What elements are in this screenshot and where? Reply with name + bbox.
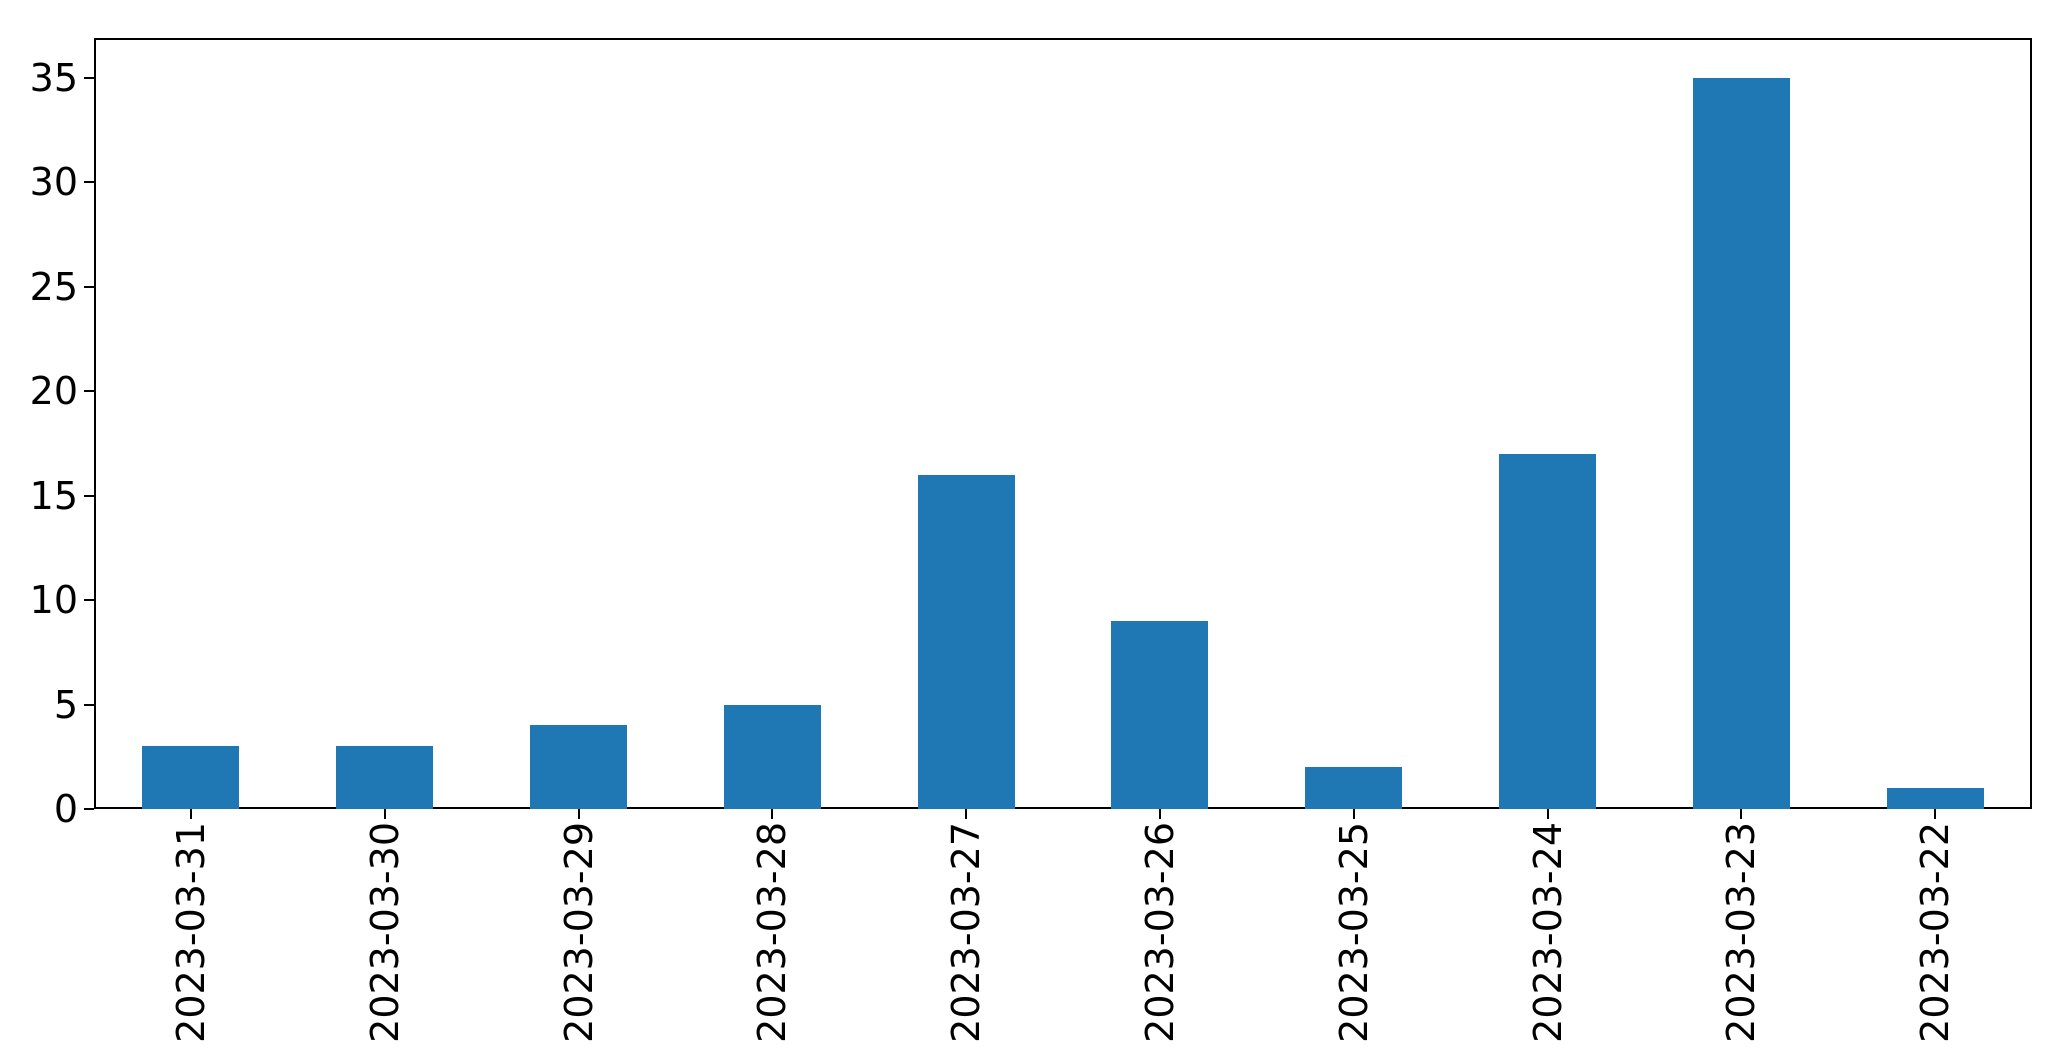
y-tick-mark: [84, 181, 94, 184]
x-tick-label: 2023-03-31: [168, 822, 213, 1043]
y-tick-label: 20: [29, 369, 78, 414]
y-tick-mark: [84, 703, 94, 706]
y-tick-label: 25: [29, 264, 78, 309]
x-tick-label: 2023-03-22: [1913, 822, 1958, 1043]
x-tick-mark: [189, 809, 192, 819]
x-tick-mark: [1934, 809, 1937, 819]
x-tick-label: 2023-03-26: [1137, 822, 1182, 1043]
x-tick-label: 2023-03-25: [1331, 822, 1376, 1043]
x-tick-mark: [577, 809, 580, 819]
x-tick-mark: [771, 809, 774, 819]
x-tick-label: 2023-03-30: [362, 822, 407, 1043]
x-tick-mark: [965, 809, 968, 819]
x-tick-mark: [1546, 809, 1549, 819]
y-tick-label: 15: [29, 473, 78, 518]
bar-2023-03-28: [723, 704, 821, 809]
bar-2023-03-26: [1111, 620, 1209, 809]
y-tick-mark: [84, 494, 94, 497]
bar-2023-03-22: [1886, 788, 1984, 809]
x-tick-label: 2023-03-28: [750, 822, 795, 1043]
x-tick-mark: [1740, 809, 1743, 819]
bar-2023-03-25: [1305, 767, 1403, 809]
y-tick-mark: [84, 390, 94, 393]
x-tick-mark: [383, 809, 386, 819]
bar-2023-03-31: [142, 746, 240, 809]
x-tick-label: 2023-03-29: [556, 822, 601, 1043]
y-tick-label: 10: [29, 578, 78, 623]
y-tick-label: 35: [29, 55, 78, 100]
bar-2023-03-30: [336, 746, 434, 809]
y-tick-mark: [84, 285, 94, 288]
x-tick-mark: [1352, 809, 1355, 819]
y-tick-label: 30: [29, 160, 78, 205]
y-tick-mark: [84, 808, 94, 810]
y-tick-mark: [84, 599, 94, 602]
x-tick-label: 2023-03-23: [1719, 822, 1764, 1043]
x-tick-mark: [1158, 809, 1161, 819]
bar-2023-03-27: [917, 474, 1015, 809]
bar-2023-03-23: [1692, 77, 1790, 809]
y-tick-label: 0: [53, 787, 78, 831]
x-tick-label: 2023-03-27: [944, 822, 989, 1043]
x-tick-label: 2023-03-24: [1525, 822, 1570, 1043]
bar-2023-03-24: [1499, 453, 1596, 809]
y-tick-mark: [84, 76, 94, 79]
y-tick-label: 5: [53, 682, 78, 727]
bar-2023-03-29: [530, 725, 627, 809]
